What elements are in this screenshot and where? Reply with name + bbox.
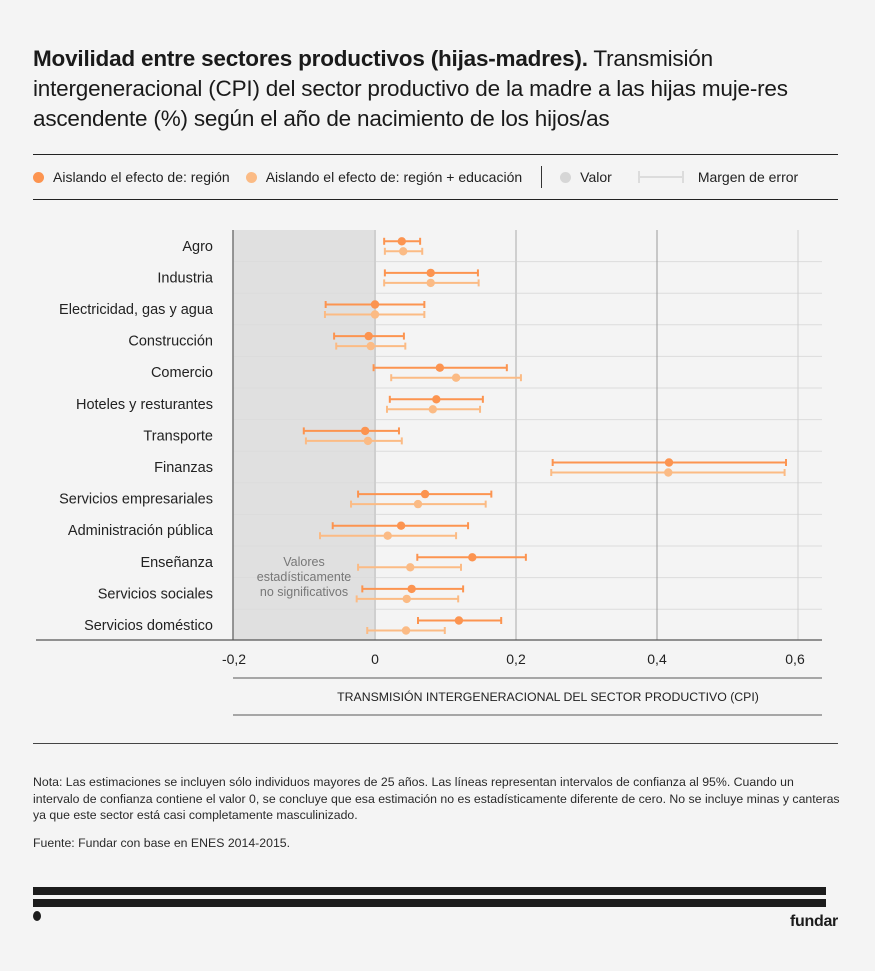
category-label: Administración pública bbox=[68, 523, 214, 539]
data-point bbox=[396, 521, 406, 530]
source-note: Fuente: Fundar con base en ENES 2014-201… bbox=[33, 836, 291, 850]
data-point bbox=[413, 499, 423, 509]
data-point bbox=[664, 458, 674, 467]
category-label: Servicios sociales bbox=[98, 586, 213, 602]
data-point bbox=[407, 584, 416, 594]
data-point bbox=[420, 489, 430, 499]
legend-top-rule bbox=[33, 154, 838, 155]
data-point bbox=[406, 563, 415, 572]
legend-separator bbox=[541, 166, 543, 188]
data-point bbox=[401, 626, 411, 635]
data-point bbox=[366, 341, 375, 351]
category-label: Electricidad, gas y agua bbox=[59, 302, 214, 318]
footnote: Nota: Las estimaciones se incluyen sólo … bbox=[33, 775, 840, 822]
legend-dot-valor bbox=[560, 171, 572, 183]
category-label: Servicios empresariales bbox=[59, 492, 213, 508]
legend-label-region-educacion: Aislando el efecto de: región + educació… bbox=[265, 169, 523, 185]
legend-dot-region-educacion bbox=[245, 171, 257, 183]
x-tick-label: -0,2 bbox=[222, 651, 246, 667]
footer-bar-top bbox=[33, 887, 826, 895]
category-label: Industria bbox=[157, 270, 214, 286]
data-point bbox=[664, 468, 673, 477]
data-point bbox=[428, 405, 438, 414]
category-label: Hoteles y resturantes bbox=[76, 397, 213, 413]
non-significant-label: Valores estadísticamente no significativos bbox=[257, 555, 352, 599]
data-point bbox=[426, 268, 435, 278]
category-label: Agro bbox=[182, 239, 213, 255]
data-point bbox=[370, 310, 380, 319]
legend-label-error: Margen de error bbox=[697, 169, 799, 185]
error-bar-icon bbox=[637, 171, 684, 183]
category-label: Finanzas bbox=[154, 460, 213, 476]
legend: Aislando el efecto de: región Aislando e… bbox=[33, 164, 838, 190]
x-tick-label: 0,4 bbox=[647, 651, 667, 667]
category-label: Transporte bbox=[143, 428, 213, 444]
legend-dot-region bbox=[33, 171, 44, 183]
data-point bbox=[399, 247, 408, 256]
legend-item-region-educacion: Aislando el efecto de: región + educació… bbox=[245, 169, 523, 185]
data-point bbox=[383, 531, 392, 540]
footer-bar-bottom bbox=[33, 899, 826, 907]
data-point bbox=[370, 300, 380, 309]
legend-item-region: Aislando el efecto de: región bbox=[33, 169, 230, 185]
data-point bbox=[402, 594, 411, 604]
data-point bbox=[432, 395, 441, 404]
footer-bullet bbox=[33, 911, 41, 921]
legend-bottom-rule bbox=[33, 199, 838, 200]
data-point bbox=[426, 278, 435, 288]
data-point bbox=[468, 553, 477, 562]
x-tick-label: 0,2 bbox=[506, 651, 526, 667]
chart-plot: Valores estadísticamente no significativos… bbox=[36, 230, 822, 716]
non-significant-region bbox=[233, 230, 375, 640]
chart-title-rest: Transmisión intergeneracional (CPI) del … bbox=[33, 46, 788, 131]
chart-title-bold: Movilidad entre sectores productivos (hi… bbox=[33, 46, 588, 71]
chart-bottom-rule bbox=[33, 743, 838, 744]
legend-item-valor: Valor bbox=[560, 169, 612, 185]
x-axis-title: TRANSMISIÓN INTERGENERACIONAL DEL SECTOR… bbox=[337, 689, 759, 704]
data-point bbox=[363, 436, 373, 446]
chart-title: Movilidad entre sectores productivos (hi… bbox=[33, 44, 843, 134]
data-point bbox=[397, 237, 406, 246]
category-label: Comercio bbox=[151, 365, 213, 381]
legend-label-region: Aislando el efecto de: región bbox=[53, 169, 230, 185]
data-point bbox=[451, 373, 461, 382]
category-label: Enseñanza bbox=[140, 555, 213, 571]
data-point bbox=[454, 616, 464, 625]
category-label: Servicios doméstico bbox=[84, 618, 213, 634]
brand-logo: fundar bbox=[790, 913, 838, 930]
legend-item-error: Margen de error bbox=[634, 169, 798, 185]
data-point bbox=[364, 331, 373, 341]
x-tick-label: 0 bbox=[371, 651, 379, 667]
legend-label-valor: Valor bbox=[580, 169, 612, 185]
x-tick-label: 0,6 bbox=[785, 651, 805, 667]
data-point bbox=[360, 426, 370, 436]
data-point bbox=[435, 363, 445, 372]
category-label: Construcción bbox=[128, 334, 213, 350]
